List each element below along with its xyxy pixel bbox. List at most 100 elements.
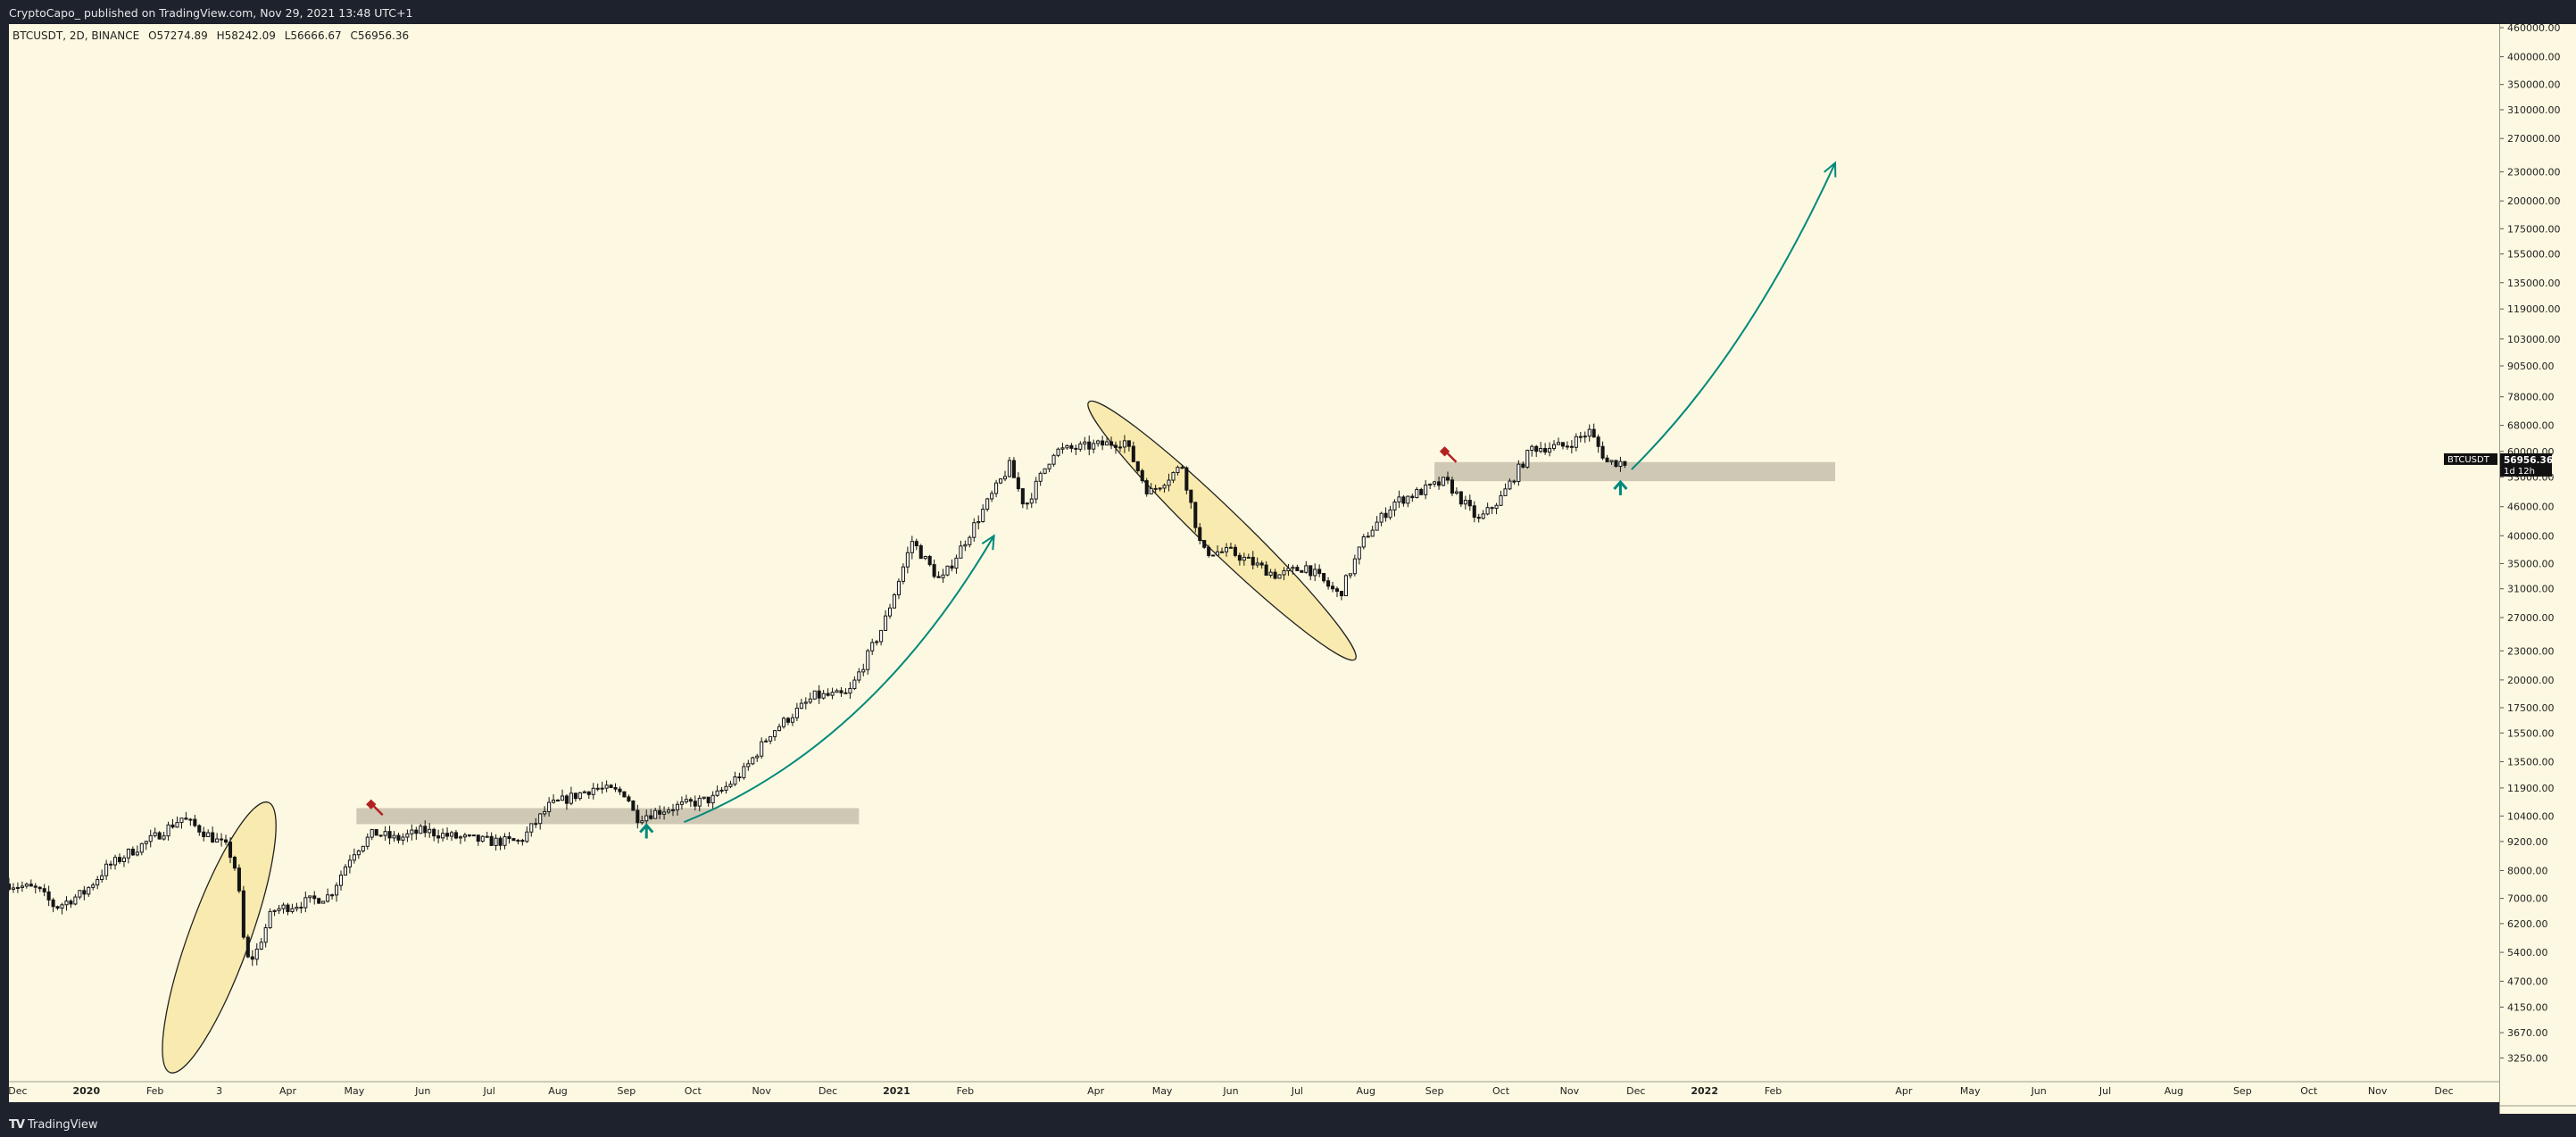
y-tick-label: 230000.00: [2507, 167, 2561, 178]
candle-body: [543, 810, 547, 815]
y-tick-label: 135000.00: [2507, 278, 2561, 289]
candle-body: [188, 818, 193, 821]
candle-body: [441, 833, 445, 839]
candle-body: [135, 851, 139, 856]
candle-body: [852, 679, 857, 689]
candle-body: [1401, 496, 1406, 504]
x-tick-label: Nov: [752, 1085, 771, 1097]
y-tick-label: 23000.00: [2507, 645, 2555, 657]
candle-body: [277, 908, 281, 911]
candle-body: [1255, 562, 1259, 566]
x-tick-label: Sep: [2233, 1085, 2252, 1097]
candle-body: [923, 555, 927, 560]
candle-body: [144, 841, 148, 844]
candle-body: [994, 482, 999, 494]
candle-body: [1525, 450, 1530, 468]
projection-curve: [684, 535, 995, 824]
candle-body: [1454, 491, 1458, 494]
candle-body: [60, 904, 64, 909]
candle-body: [272, 909, 277, 912]
tradingview-logo[interactable]: TV TradingView: [9, 1118, 97, 1132]
candle-body: [1481, 513, 1485, 519]
x-tick-label: Dec: [819, 1085, 837, 1097]
candle-body: [308, 895, 312, 899]
candle-body: [1534, 445, 1539, 452]
candle-body: [777, 726, 782, 732]
candle-body: [1357, 546, 1361, 560]
x-tick-label: 2020: [72, 1085, 100, 1097]
candle-body: [697, 797, 702, 807]
candle-body: [211, 832, 215, 843]
candle-body: [507, 836, 511, 840]
candle-body: [193, 818, 197, 826]
candle-body: [352, 854, 356, 861]
price-chart[interactable]: Dec 2020 Feb 3 Apr May Jun Jul Aug Sep Oct Nov Dec 20…: [9, 24, 2499, 1102]
candle-body: [51, 899, 55, 908]
candle-body: [794, 708, 799, 718]
candle-body: [1375, 521, 1379, 531]
candle-body: [401, 836, 405, 841]
candle-body: [1476, 517, 1481, 519]
candle-body: [396, 834, 401, 841]
candle-body: [1193, 502, 1198, 528]
y-tick-label: 20000.00: [2507, 675, 2555, 686]
candle-body: [1202, 540, 1207, 548]
candle-body: [1618, 461, 1623, 468]
x-tick-label: Dec: [1626, 1085, 1645, 1097]
candle-body: [1096, 440, 1101, 444]
y-tick-label: 17500.00: [2507, 702, 2555, 714]
candle-body: [1020, 488, 1025, 505]
y-tick-label: 6200.00: [2507, 918, 2548, 930]
support-zone: [356, 808, 860, 825]
candle-body: [751, 757, 755, 765]
y-tick-label: 46000.00: [2507, 502, 2555, 513]
candle-body: [1198, 527, 1202, 542]
candle-body: [609, 784, 613, 789]
candle-body: [1313, 568, 1317, 577]
candle-body: [1211, 554, 1216, 557]
candle-body: [918, 545, 923, 560]
candle-body: [1322, 573, 1326, 582]
candle-body: [1379, 512, 1384, 523]
candle-body: [33, 885, 37, 888]
candle-body: [1184, 467, 1189, 491]
candle-body: [631, 801, 636, 811]
candle-body: [1591, 428, 1596, 438]
candle-body: [1078, 443, 1083, 450]
x-tick-label: Oct: [2300, 1085, 2318, 1097]
candle-body: [1348, 573, 1352, 577]
candle-body: [449, 832, 454, 837]
candle-body: [1216, 551, 1220, 556]
candle-body: [688, 799, 693, 802]
candle-body: [414, 829, 419, 834]
y-tick-label: 400000.00: [2507, 52, 2561, 63]
candle-body: [1171, 471, 1176, 481]
candle-body: [290, 908, 295, 912]
candle-body: [162, 835, 166, 840]
candle-body: [985, 498, 990, 510]
candle-body: [910, 541, 914, 553]
candle-body: [15, 886, 20, 889]
support-zone: [1434, 461, 1835, 482]
candle-body: [1109, 441, 1114, 446]
candle-body: [1300, 569, 1304, 573]
price-scale[interactable]: 460000.00 400000.00 350000.00 310000.00 2700…: [2499, 22, 2576, 1114]
candle-body: [374, 828, 378, 836]
candle-body: [684, 799, 688, 803]
candle-body: [1623, 461, 1627, 466]
chart-pane[interactable]: Dec 2020 Feb 3 Apr May Jun Jul Aug Sep Oct Nov Dec 20…: [9, 24, 2499, 1102]
candle-body: [458, 836, 462, 839]
candle-body: [335, 884, 339, 896]
candle-body: [1180, 467, 1184, 469]
legend-high: H58242.09: [216, 29, 276, 42]
legend-symbol: BTCUSDT, 2D, BINANCE: [12, 29, 140, 42]
price-axis[interactable]: 460000.00 400000.00 350000.00 310000.00 2700…: [2500, 22, 2576, 1114]
candle-body: [1246, 556, 1251, 559]
candle-body: [117, 857, 122, 863]
candle-body: [29, 884, 33, 887]
candle-body: [1126, 440, 1131, 447]
candle-body: [901, 566, 905, 582]
y-tick-label: 3670.00: [2507, 1027, 2548, 1039]
candle-body: [361, 845, 365, 851]
candle-body: [1463, 500, 1467, 505]
